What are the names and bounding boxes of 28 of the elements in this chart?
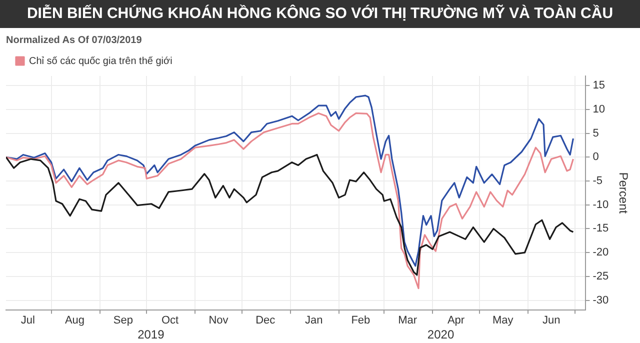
text: 2019 [138, 327, 165, 342]
x-tick-label: Dec [256, 314, 276, 326]
x-tick-label: May [492, 314, 514, 326]
x-tick-label: Nov [208, 314, 229, 326]
y-tick-label: -15 [592, 222, 609, 235]
y-axis-title: Percent [616, 172, 630, 214]
y-tick-label: -20 [592, 246, 609, 259]
y-tick-label: -5 [592, 175, 602, 188]
x-tick-label: Jun [542, 314, 560, 326]
x-tick-label: Aug [64, 314, 85, 326]
x-tick-label: Jul [20, 314, 35, 326]
y-tick-label: 5 [592, 127, 599, 140]
x-tick-label: Jan [304, 314, 323, 326]
x-tick-label: Mar [398, 314, 418, 326]
x-tick-label: Apr [447, 314, 465, 326]
chart-title: DIỄN BIẾN CHỨNG KHOÁN HỒNG KÔNG SO VỚI THỊ TRƯỜNG MỸ VÀ TOÀN CẦU [0, 0, 640, 28]
chart-subtitle: Normalized As Of 07/03/2019 [6, 34, 142, 46]
y-tick-label: -25 [592, 270, 609, 282]
y-tick-label: 15 [592, 80, 605, 92]
y-tick-label: -10 [592, 198, 609, 211]
x-tick-label: Oct [162, 314, 179, 326]
x-tick-label: Sep [113, 314, 133, 326]
y-tick-label: 0 [592, 151, 599, 164]
legend-label: Chỉ số các quốc gia trên thế giới [29, 56, 172, 67]
y-tick-label: 10 [592, 103, 605, 116]
text: 2020 [427, 327, 454, 342]
y-tick-label: -30 [592, 294, 609, 306]
x-tick-label: Feb [351, 314, 370, 326]
